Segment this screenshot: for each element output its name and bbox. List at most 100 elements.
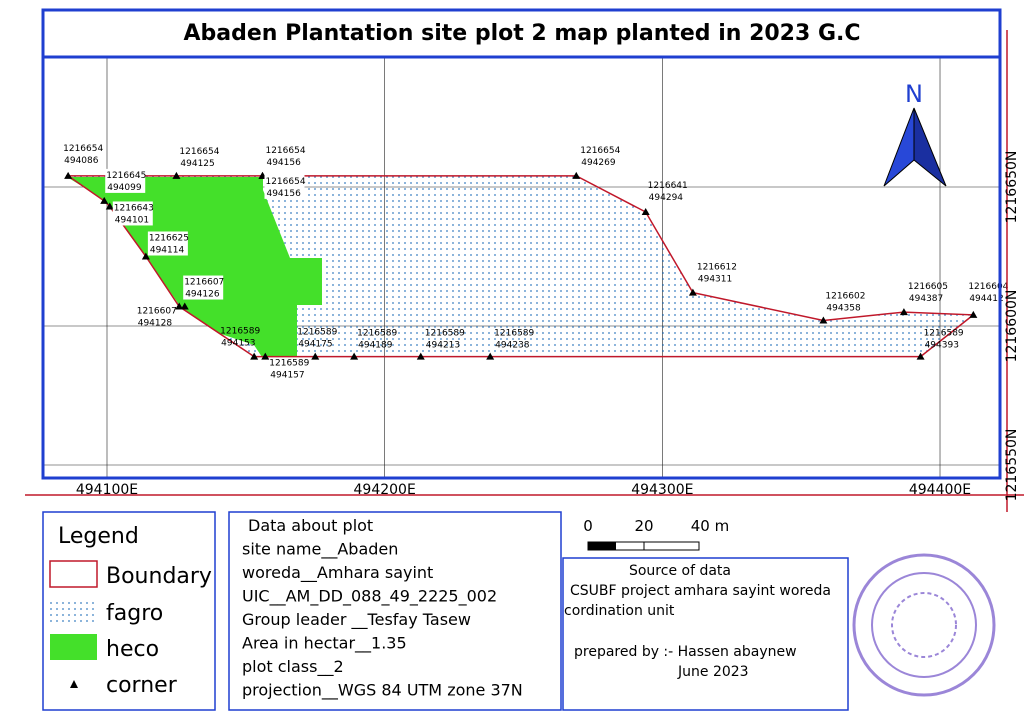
y-tick-label: 1216650N xyxy=(1004,151,1020,224)
info-line: plot class__2 xyxy=(242,657,344,677)
label-bg xyxy=(183,275,224,300)
legend-swatch xyxy=(49,560,98,588)
corner-northing: 1216602 xyxy=(825,291,865,301)
corner-northing: 1216589 xyxy=(357,329,397,339)
corner-easting: 494238 xyxy=(495,341,530,351)
corner-easting: 494101 xyxy=(115,215,149,225)
y-tick-label: 1216550N xyxy=(1004,429,1020,502)
corner xyxy=(486,352,495,360)
corner-easting: 494157 xyxy=(270,371,304,381)
corner xyxy=(100,196,109,204)
info-line: Data about plot xyxy=(248,516,373,535)
legend-item: corner xyxy=(106,673,178,698)
scale-label: 0 xyxy=(583,517,593,535)
corner-northing: 1216654 xyxy=(63,144,103,154)
x-tick-label: 494100E xyxy=(76,482,138,498)
corner-northing: 1216625 xyxy=(149,234,189,244)
corner-northing: 1216589 xyxy=(220,327,260,337)
corner-northing: 1216612 xyxy=(697,263,737,273)
corner-easting: 494156 xyxy=(266,158,301,168)
corner-easting: 494393 xyxy=(925,341,959,351)
corner-northing: 1216589 xyxy=(269,359,309,369)
source-line: CSUBF project amhara sayint woreda xyxy=(570,583,831,599)
map: 1216654494086121664549409912166434941011… xyxy=(43,57,1009,478)
corner xyxy=(899,308,908,316)
corner xyxy=(175,302,184,310)
map-frame xyxy=(41,55,1002,480)
legend-swatch xyxy=(70,680,78,688)
corner xyxy=(261,352,270,360)
legend-title: Legend xyxy=(58,524,139,549)
corner xyxy=(916,352,925,360)
corner-easting: 494269 xyxy=(581,158,616,168)
source-line: prepared by :- Hassen abaynew xyxy=(574,644,797,660)
info-box xyxy=(228,511,562,711)
corner xyxy=(64,171,73,179)
north-label: N xyxy=(905,80,923,108)
corner-easting: 494156 xyxy=(266,189,301,199)
corner xyxy=(250,352,259,360)
corner-northing: 1216654 xyxy=(265,146,305,156)
corner-easting: 494387 xyxy=(909,294,943,304)
legend-item: Boundary xyxy=(106,564,212,589)
source-line: cordination unit xyxy=(564,603,675,619)
y-tick-label: 1216600N xyxy=(1004,290,1020,363)
scale-bar: 0 20 40 m xyxy=(583,517,729,551)
corner-northing: 1216645 xyxy=(106,171,146,181)
corner xyxy=(688,288,697,296)
source-box xyxy=(562,557,849,711)
label-bg xyxy=(105,168,146,193)
info-line: Group leader __Tesfay Tasew xyxy=(242,610,471,630)
corner xyxy=(180,302,189,310)
corner-easting: 494114 xyxy=(150,246,185,256)
scale-label: 20 xyxy=(634,517,653,535)
corner xyxy=(172,171,181,179)
corner-northing: 1216654 xyxy=(179,147,219,157)
map-title: Abaden Plantation site plot 2 map plante… xyxy=(183,21,860,46)
info-line: projection__WGS 84 UTM zone 37N xyxy=(242,681,523,701)
corner-easting: 494294 xyxy=(649,193,684,203)
x-tick-label: 494300E xyxy=(631,482,693,498)
info-line: woreda__Amhara sayint xyxy=(242,563,433,583)
label-bg xyxy=(147,231,188,256)
corner xyxy=(311,352,320,360)
info-line: site name__Abaden xyxy=(242,540,398,560)
title-box xyxy=(41,8,1002,59)
corner-northing: 1216643 xyxy=(114,203,154,213)
corner-northing: 1216589 xyxy=(297,328,337,338)
north-arrow: N xyxy=(883,80,947,187)
corner xyxy=(641,208,650,216)
corner-easting: 494358 xyxy=(826,303,861,313)
corner-northing: 1216607 xyxy=(137,307,177,317)
corner xyxy=(105,202,114,210)
corner-northing: 1216589 xyxy=(494,329,534,339)
corner-easting: 494086 xyxy=(64,156,99,166)
corner-easting: 494412 xyxy=(969,294,1003,304)
corner-northing: 1216641 xyxy=(648,181,688,191)
corner-easting: 494153 xyxy=(221,339,255,349)
x-tick-label: 494400E xyxy=(909,482,971,498)
source-line: Source of data xyxy=(629,563,731,579)
corner xyxy=(416,352,425,360)
corner-easting: 494125 xyxy=(180,159,214,169)
corner-northing: 1216589 xyxy=(425,329,465,339)
corner-northing: 1216589 xyxy=(924,329,964,339)
corner-easting: 494128 xyxy=(138,319,173,329)
info-line: Area in hectar__1.35 xyxy=(242,634,407,654)
corner-northing: 1216654 xyxy=(580,146,620,156)
corner xyxy=(141,252,150,260)
plot-info: Data about plot site name__Abaden woreda__… xyxy=(242,516,523,701)
corner-easting: 494189 xyxy=(358,341,393,351)
legend-swatch xyxy=(50,598,97,624)
corner-easting: 494126 xyxy=(185,290,220,300)
source-line: June 2023 xyxy=(677,664,749,680)
scale-label: 40 m xyxy=(691,517,729,535)
x-tick-label: 494200E xyxy=(354,482,416,498)
label-bg xyxy=(264,143,305,168)
label-bg xyxy=(264,174,305,199)
corner-easting: 494311 xyxy=(698,275,732,285)
corner-easting: 494175 xyxy=(298,340,332,350)
corner xyxy=(350,352,359,360)
corner-northing: 1216605 xyxy=(908,282,948,292)
corner-northing: 1216654 xyxy=(265,177,305,187)
